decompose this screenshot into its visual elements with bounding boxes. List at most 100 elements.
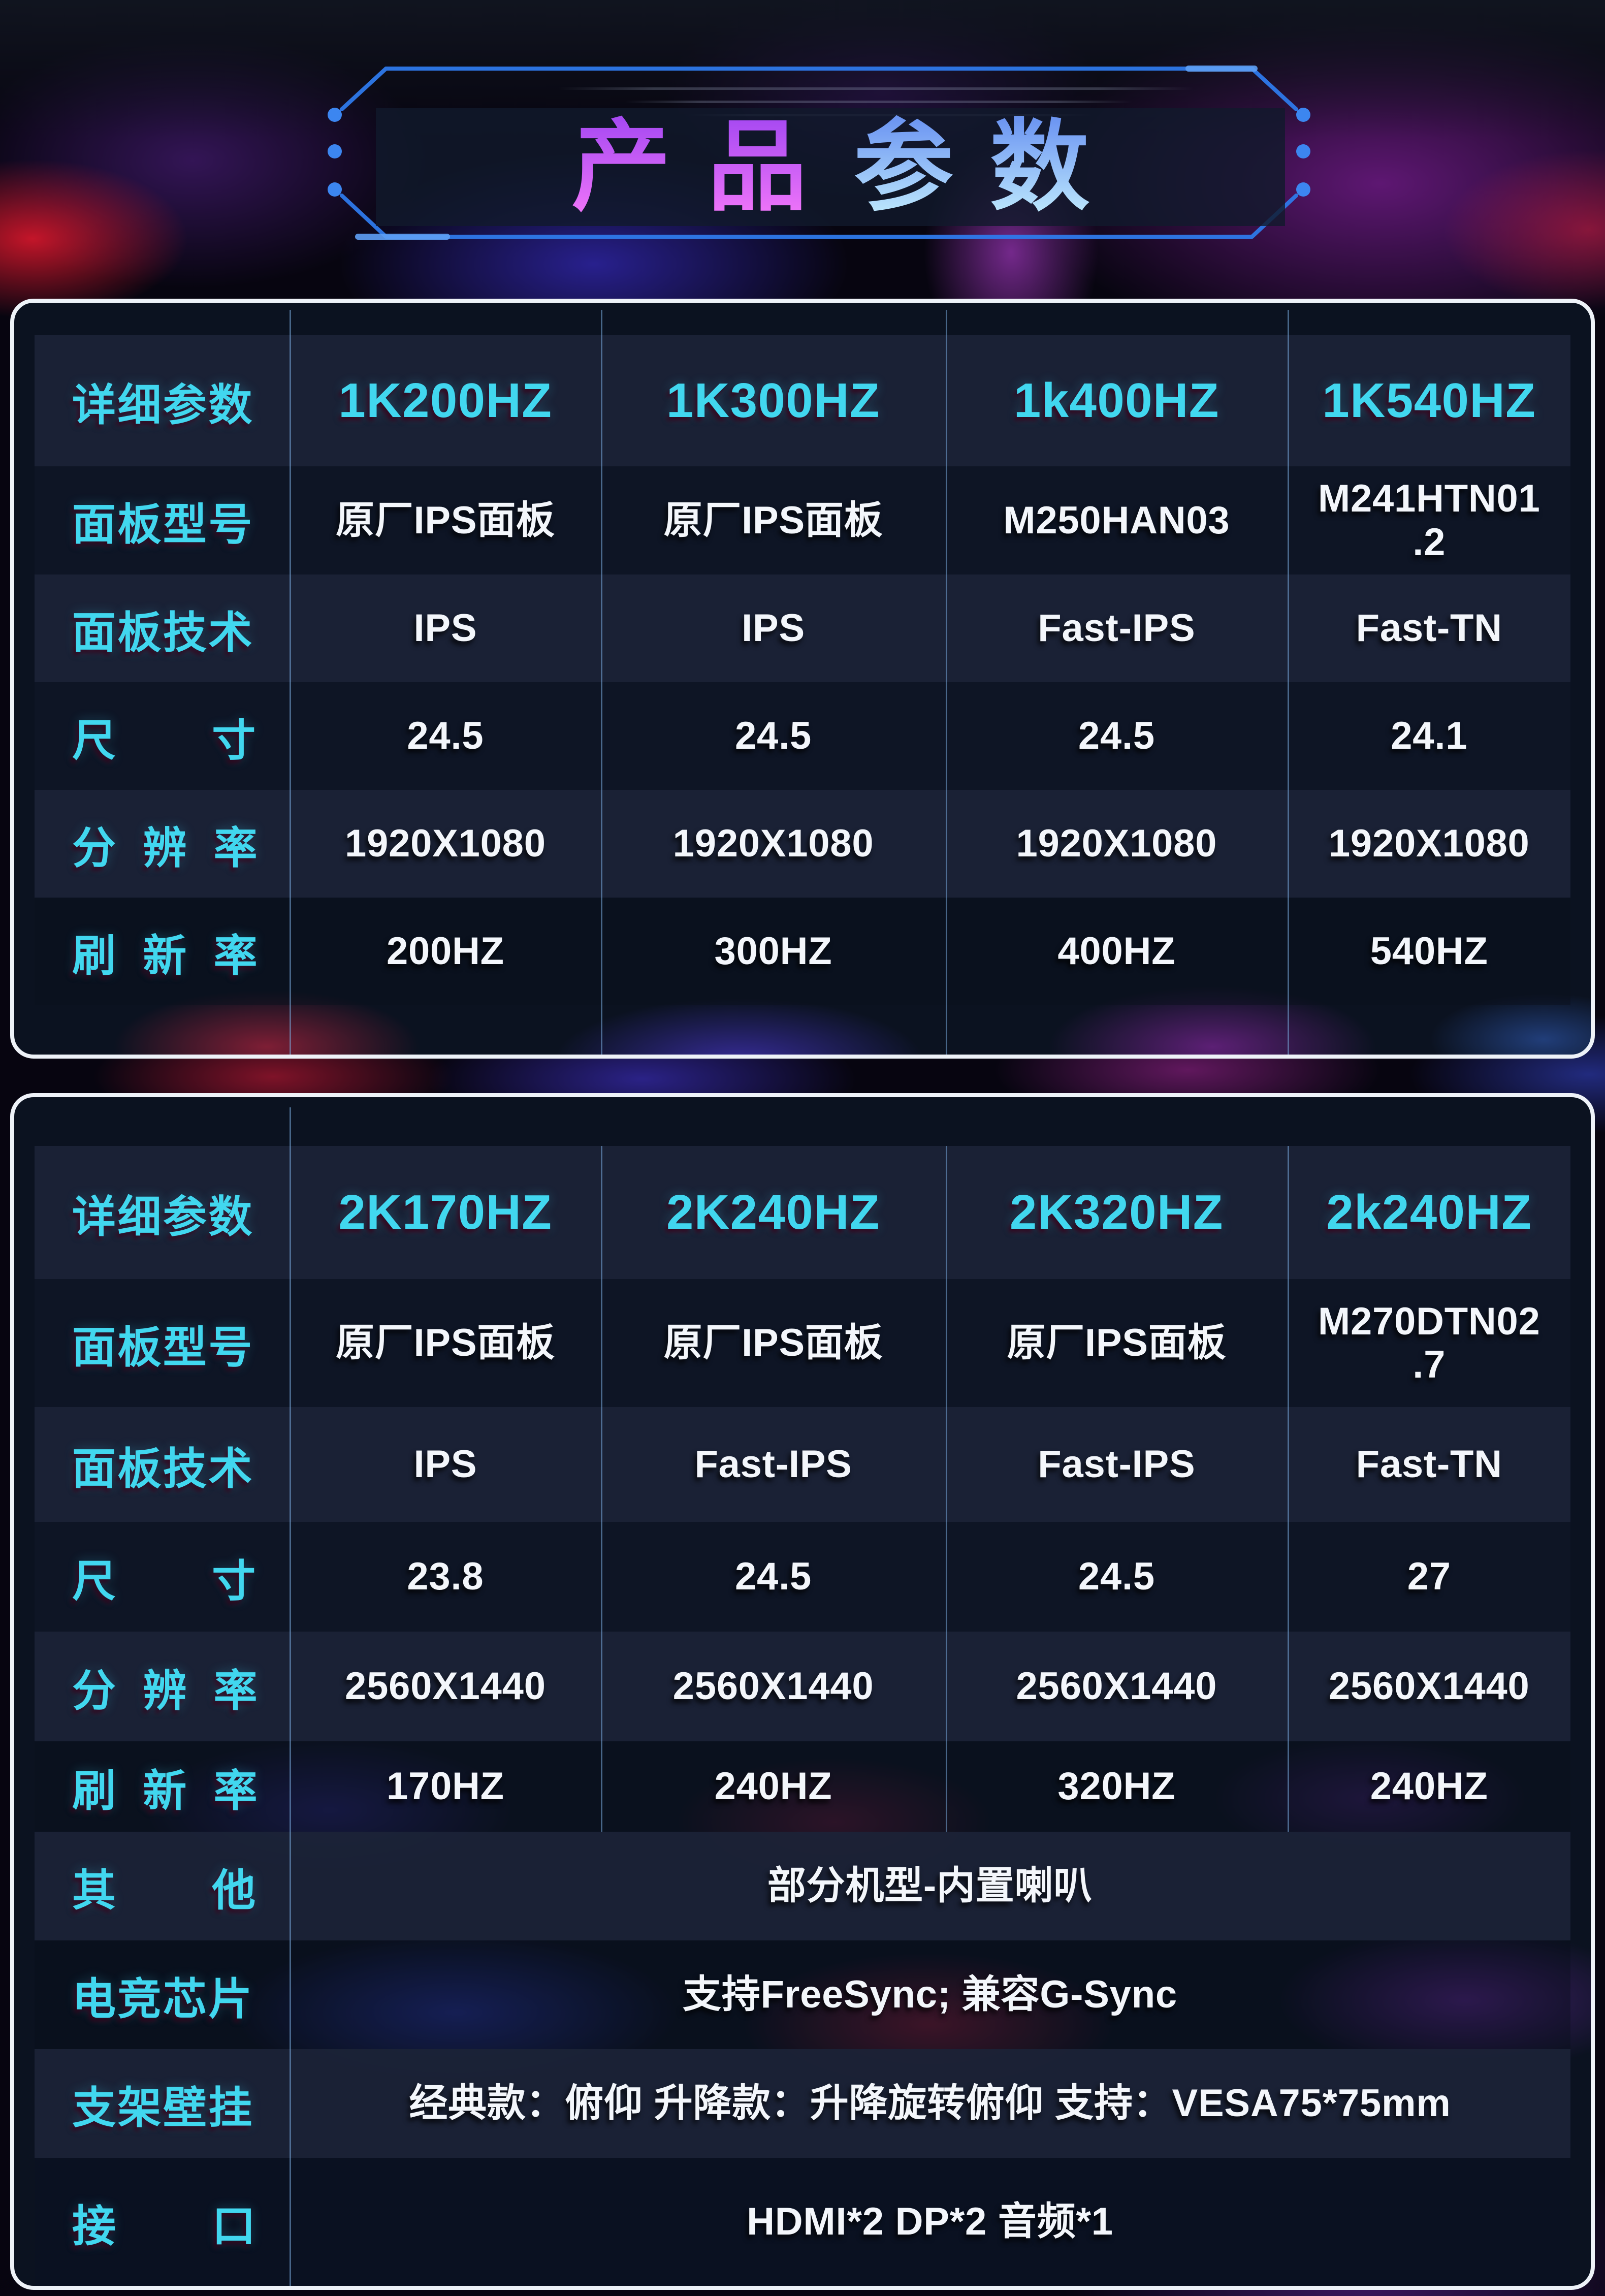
- cell-value: M250HAN03: [1003, 498, 1230, 542]
- row-resolution: 分辨率 2560X1440 2560X1440 2560X1440 2560X1…: [35, 1632, 1570, 1741]
- cell-value: 2560X1440: [1328, 1665, 1530, 1708]
- row-label: 面板技术: [72, 1444, 254, 1493]
- cell-value: 24.5: [735, 714, 812, 758]
- cell-value: Fast-TN: [1356, 1443, 1502, 1486]
- column-header: 1K300HZ: [666, 373, 880, 428]
- column-header: 2K320HZ: [1009, 1185, 1224, 1239]
- row-label: 分辨率: [72, 823, 284, 873]
- cell-value: 27: [1407, 1555, 1451, 1599]
- cell-value: Fast-IPS: [694, 1443, 852, 1486]
- row-label: 尺寸: [72, 1556, 352, 1606]
- cell-value: 400HZ: [1057, 930, 1176, 973]
- row-label: 刷新率: [72, 1766, 284, 1815]
- title-frame-decoration: [328, 66, 1310, 240]
- cell-value: 1920X1080: [672, 822, 874, 866]
- cell-value: IPS: [413, 607, 477, 650]
- row-refresh-rate: 刷新率 200HZ 300HZ 400HZ 540HZ: [35, 898, 1570, 1005]
- cell-value: 2560X1440: [1016, 1665, 1217, 1708]
- cell-value: M241HTN01 .2: [1318, 477, 1540, 564]
- column-header: 1K540HZ: [1322, 373, 1536, 428]
- cell-value: 23.8: [407, 1555, 484, 1599]
- cell-value: IPS: [742, 607, 805, 650]
- row-label: 详细参数: [72, 380, 254, 430]
- row-label: 接口: [72, 2202, 352, 2251]
- cell-value: 320HZ: [1057, 1765, 1176, 1808]
- row-label: 支架壁挂: [72, 2083, 254, 2132]
- row-ports: 接口 HDMI*2 DP*2 音频*1: [35, 2158, 1570, 2286]
- column-header: 2K170HZ: [338, 1185, 553, 1239]
- cell-value: 1920X1080: [345, 822, 546, 866]
- cell-value: 170HZ: [386, 1765, 504, 1808]
- cell-value: 1920X1080: [1328, 822, 1530, 866]
- cell-value: HDMI*2 DP*2 音频*1: [747, 2200, 1113, 2244]
- row-label: 电竞芯片: [72, 1974, 254, 2024]
- spec-table-1k-panel: 详细参数 1K200HZ 1K300HZ 1k400HZ 1K540HZ 面板型…: [10, 299, 1595, 1059]
- row-label: 面板型号: [72, 1323, 254, 1372]
- cell-value: 原厂IPS面板: [663, 498, 883, 542]
- row-gaming-chip: 电竞芯片 支持FreeSync; 兼容G-Sync: [35, 1940, 1570, 2049]
- cell-value: 240HZ: [714, 1765, 832, 1808]
- table-header-row: 详细参数 2K170HZ 2K240HZ 2K320HZ 2k240HZ: [35, 1146, 1570, 1279]
- column-divider: [290, 1107, 291, 2286]
- cell-value: M270DTN02 .7: [1318, 1299, 1540, 1386]
- column-header: 2k240HZ: [1326, 1185, 1532, 1239]
- page-title: 产品 参数: [376, 108, 1285, 226]
- title-section: 产品 参数: [0, 0, 1605, 335]
- row-panel-model: 面板型号 原厂IPS面板 原厂IPS面板 M250HAN03 M241HTN01…: [35, 466, 1570, 575]
- cell-value: 1920X1080: [1016, 822, 1217, 866]
- cell-value: 24.1: [1391, 714, 1468, 758]
- spec-table-2k: 详细参数 2K170HZ 2K240HZ 2K320HZ 2k240HZ 面板型…: [14, 1097, 1591, 2286]
- row-stand-mount: 支架壁挂 经典款：俯仰 升降款：升降旋转俯仰 支持：VESA75*75mm: [35, 2049, 1570, 2158]
- table-header-row: 详细参数 1K200HZ 1K300HZ 1k400HZ 1K540HZ: [35, 335, 1570, 466]
- cell-value: 24.5: [407, 714, 484, 758]
- row-label: 面板型号: [72, 500, 254, 549]
- cell-value: 支持FreeSync; 兼容G-Sync: [683, 1973, 1177, 2017]
- cell-value: 200HZ: [386, 930, 504, 973]
- column-header: 2K240HZ: [666, 1185, 880, 1239]
- page-title-part2: 参数: [854, 111, 1127, 222]
- cell-value: 原厂IPS面板: [663, 1321, 883, 1365]
- row-label: 尺寸: [72, 716, 352, 765]
- cell-value: 300HZ: [714, 930, 832, 973]
- row-other: 其他 部分机型-内置喇叭: [35, 1832, 1570, 1940]
- cell-value: 2560X1440: [672, 1665, 874, 1708]
- cell-value: 540HZ: [1370, 930, 1488, 973]
- row-refresh-rate: 刷新率 170HZ 240HZ 320HZ 240HZ: [35, 1741, 1570, 1832]
- cell-value: 部分机型-内置喇叭: [767, 1864, 1093, 1908]
- cell-value: 原厂IPS面板: [1007, 1321, 1227, 1365]
- row-label: 详细参数: [72, 1192, 254, 1241]
- row-panel-tech: 面板技术 IPS IPS Fast-IPS Fast-TN: [35, 575, 1570, 682]
- row-size: 尺寸 23.8 24.5 24.5 27: [35, 1522, 1570, 1632]
- cell-value: Fast-IPS: [1038, 607, 1196, 650]
- cell-value: 24.5: [1078, 1555, 1155, 1599]
- title-streak-line: [559, 87, 1194, 90]
- title-streak-line: [625, 101, 1133, 103]
- cell-value: 2560X1440: [345, 1665, 546, 1708]
- spec-table-2k-panel: 详细参数 2K170HZ 2K240HZ 2K320HZ 2k240HZ 面板型…: [10, 1093, 1595, 2290]
- spec-table-1k: 详细参数 1K200HZ 1K300HZ 1k400HZ 1K540HZ 面板型…: [14, 303, 1591, 1055]
- column-divider: [601, 1146, 602, 1832]
- column-divider: [1288, 310, 1289, 1055]
- row-label: 刷新率: [72, 931, 284, 980]
- row-panel-model: 面板型号 原厂IPS面板 原厂IPS面板 原厂IPS面板 M270DTN02 .…: [35, 1279, 1570, 1407]
- column-header: 1k400HZ: [1013, 373, 1219, 428]
- row-panel-tech: 面板技术 IPS Fast-IPS Fast-IPS Fast-TN: [35, 1407, 1570, 1522]
- cell-value: 24.5: [1078, 714, 1155, 758]
- page-title-part1: 产品: [571, 111, 844, 222]
- column-header: 1K200HZ: [338, 373, 553, 428]
- column-divider: [601, 310, 602, 1055]
- cell-value: Fast-IPS: [1038, 1443, 1196, 1486]
- cell-value: 24.5: [735, 1555, 812, 1599]
- cell-value: 原厂IPS面板: [335, 1321, 555, 1365]
- cell-value: 240HZ: [1370, 1765, 1488, 1808]
- column-divider: [946, 310, 947, 1055]
- row-label: 面板技术: [72, 608, 254, 657]
- column-divider: [946, 1146, 947, 1832]
- row-label: 其他: [72, 1866, 352, 1915]
- row-label: 分辨率: [72, 1666, 284, 1715]
- cell-value: 经典款：俯仰 升降款：升降旋转俯仰 支持：VESA75*75mm: [409, 2082, 1451, 2125]
- cell-value: 原厂IPS面板: [335, 498, 555, 542]
- column-divider: [1288, 1146, 1289, 1832]
- row-size: 尺寸 24.5 24.5 24.5 24.1: [35, 682, 1570, 790]
